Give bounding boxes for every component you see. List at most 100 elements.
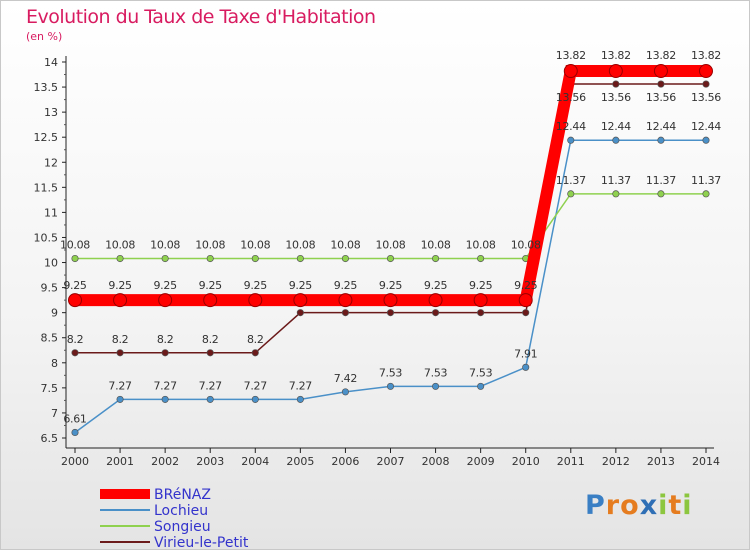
data-label: 9.25 [379, 279, 403, 292]
data-label: 7.42 [334, 372, 357, 385]
data-label: 13.56 [691, 91, 721, 104]
logo-letter: P [585, 490, 606, 521]
data-label: 13.56 [556, 91, 586, 104]
data-point [206, 395, 214, 403]
data-point [608, 64, 623, 79]
data-point [251, 395, 259, 403]
y-tick-label: 7 [51, 407, 58, 420]
data-label: 8.2 [202, 333, 219, 346]
data-point [612, 80, 620, 88]
x-tick-label: 2014 [692, 455, 720, 468]
data-label: 10.08 [60, 239, 90, 252]
data-point [522, 363, 530, 371]
data-label: 7.53 [469, 366, 493, 379]
data-point [71, 349, 79, 357]
data-label: 9.25 [424, 279, 448, 292]
data-label: 6.61 [63, 412, 86, 425]
data-point [251, 349, 259, 357]
data-label: 9.25 [153, 279, 177, 292]
data-point [296, 254, 304, 263]
data-point [612, 136, 620, 144]
data-label: 12.44 [646, 120, 676, 133]
data-label: 12.44 [601, 120, 631, 133]
data-point [71, 428, 79, 437]
data-point [657, 190, 665, 198]
data-label: 10.08 [195, 239, 225, 252]
data-point [473, 293, 488, 308]
data-point [386, 309, 395, 317]
y-tick-label: 12 [44, 156, 58, 169]
legend-label: Lochieu [154, 503, 208, 519]
data-point [341, 388, 349, 396]
x-tick-label: 2009 [467, 455, 495, 468]
y-tick-label: 11 [44, 206, 58, 219]
x-tick-label: 2007 [377, 455, 405, 468]
data-point [158, 293, 173, 308]
data-point [116, 254, 124, 263]
x-tick-label: 2000 [61, 455, 89, 468]
y-tick-label: 11.5 [34, 181, 59, 194]
y-tick-label: 13.5 [34, 81, 59, 94]
logo-letter: i [682, 490, 693, 521]
data-point [522, 309, 530, 317]
chart-unit-label: (en %) [26, 30, 63, 43]
data-point [251, 254, 259, 263]
data-point [161, 395, 169, 403]
data-label: 10.08 [421, 239, 451, 252]
data-point [477, 382, 485, 390]
data-point [386, 254, 395, 263]
data-label: 11.37 [601, 174, 631, 187]
y-tick-label: 8.5 [41, 332, 59, 345]
data-label: 10.08 [240, 239, 270, 252]
data-label: 7.27 [289, 379, 313, 392]
data-label: 10.08 [511, 239, 541, 252]
data-label: 11.37 [646, 174, 676, 187]
data-point [296, 395, 304, 403]
data-point [657, 136, 665, 144]
data-point [203, 293, 218, 308]
data-point [293, 293, 308, 308]
data-point [248, 293, 263, 308]
data-label: 8.2 [247, 333, 264, 346]
y-tick-label: 7.5 [41, 382, 59, 395]
data-point [612, 190, 620, 198]
data-point [116, 395, 124, 403]
x-tick-label: 2012 [602, 455, 630, 468]
y-tick-label: 13 [44, 106, 58, 119]
data-point [206, 349, 214, 357]
x-tick-label: 2003 [196, 455, 224, 468]
data-point [386, 382, 395, 390]
logo-letter: x [639, 490, 659, 521]
x-tick-label: 2002 [151, 455, 179, 468]
data-point [477, 309, 485, 317]
data-point [657, 80, 665, 88]
data-point [699, 64, 713, 79]
data-label: 7.53 [424, 366, 448, 379]
data-point [518, 293, 533, 308]
data-label: 13.82 [601, 49, 631, 62]
data-label: 13.56 [646, 91, 676, 104]
data-label: 7.27 [244, 379, 268, 392]
data-label: 9.25 [108, 279, 132, 292]
chart-title: Evolution du Taux de Taxe d'Habitation [26, 6, 376, 28]
x-tick-label: 2008 [422, 455, 450, 468]
data-label: 10.08 [466, 239, 496, 252]
proxiti-logo: Proxiti [585, 490, 693, 521]
data-point [206, 254, 214, 263]
data-label: 9.25 [199, 279, 223, 292]
data-point [563, 64, 578, 79]
data-label: 8.2 [67, 333, 84, 346]
data-point [68, 293, 82, 308]
data-label: 13.82 [556, 49, 586, 62]
data-point [341, 254, 349, 263]
data-label: 7.27 [199, 379, 223, 392]
data-label: 8.2 [112, 333, 129, 346]
data-label: 12.44 [691, 120, 721, 133]
data-label: 7.27 [153, 379, 177, 392]
legend-label: Virieu-le-Petit [154, 535, 249, 550]
logo-letter: o [620, 490, 640, 521]
logo-letter: r [605, 490, 621, 521]
data-point [432, 382, 440, 390]
data-label: 7.27 [108, 379, 132, 392]
data-label: 9.25 [469, 279, 493, 292]
